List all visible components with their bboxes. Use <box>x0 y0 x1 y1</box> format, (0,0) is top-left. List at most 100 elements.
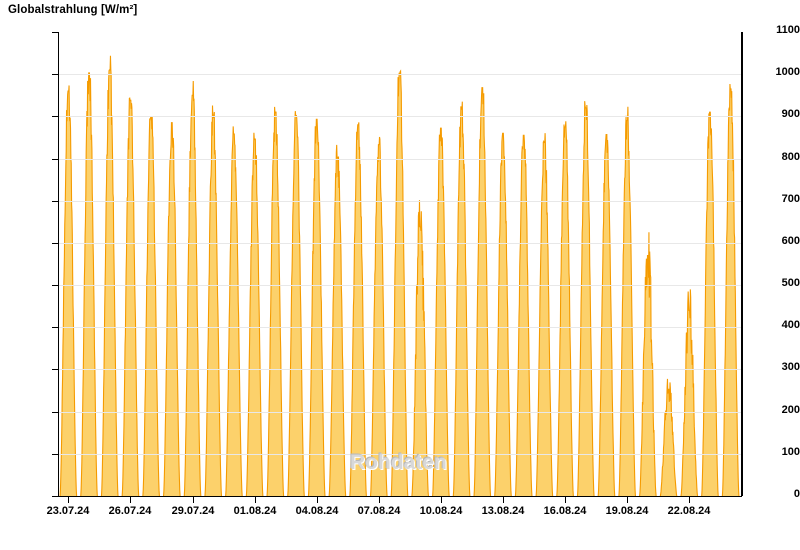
daily-radiation-area <box>453 101 470 496</box>
daily-radiation-line <box>183 80 202 496</box>
x-axis-tick <box>441 497 442 503</box>
grid-line <box>58 453 741 455</box>
y-axis-tick-label: 1100 <box>776 24 800 36</box>
daily-radiation-line <box>494 132 512 496</box>
daily-radiation-line <box>556 121 574 496</box>
daily-radiation-area <box>308 119 325 496</box>
daily-radiation-line <box>390 69 409 496</box>
y-axis-tick <box>52 158 58 160</box>
y-axis-tick-label: 200 <box>781 403 800 416</box>
daily-radiation-line <box>432 127 450 496</box>
grid-line <box>58 116 741 118</box>
y-axis-tick-label: 1000 <box>775 66 800 79</box>
daily-radiation-area <box>349 122 367 496</box>
daily-radiation-area <box>432 128 450 496</box>
daily-radiation-area <box>60 85 77 496</box>
y-axis-tick <box>52 411 58 413</box>
x-axis-tick <box>379 497 380 503</box>
daily-radiation-area <box>639 232 657 496</box>
daily-radiation-line <box>80 72 98 496</box>
daily-radiation-area <box>411 200 429 496</box>
y-axis-tick-label: 800 <box>781 150 800 163</box>
y-axis-tick-label: 900 <box>781 108 800 121</box>
x-axis-tick-label: 29.07.24 <box>171 505 215 517</box>
daily-radiation-area <box>598 134 615 496</box>
daily-radiation-area <box>184 80 201 496</box>
daily-radiation-line <box>59 85 78 496</box>
daily-radiation-line <box>100 55 119 496</box>
x-axis-tick <box>627 497 628 503</box>
daily-radiation-line <box>287 111 305 496</box>
plot-area <box>58 32 741 496</box>
daily-radiation-area <box>246 132 263 496</box>
radiation-area-series <box>59 55 740 496</box>
daily-radiation-area <box>329 144 346 496</box>
daily-radiation-line <box>204 105 223 496</box>
daily-radiation-line <box>121 97 140 496</box>
y-axis-tick <box>52 369 58 371</box>
x-axis-tick-label: 07.08.24 <box>357 505 401 517</box>
y-axis-tick <box>52 116 58 118</box>
x-axis-tick-label: 23.07.24 <box>46 505 90 517</box>
grid-line <box>58 411 741 413</box>
x-axis-tick-label: 22.08.24 <box>667 505 711 517</box>
x-axis-tick-label: 19.08.24 <box>605 505 649 517</box>
daily-radiation-line <box>618 106 636 496</box>
daily-radiation-line <box>307 118 326 496</box>
y-axis-tick-label: 600 <box>781 234 800 247</box>
x-axis-tick-label: 26.07.24 <box>108 505 152 517</box>
daily-radiation-area <box>370 136 388 496</box>
grid-line <box>58 369 741 371</box>
plot-right-border <box>741 32 743 496</box>
daily-radiation-area <box>391 70 408 496</box>
x-axis-tick <box>68 497 69 503</box>
daily-radiation-line <box>659 378 678 496</box>
daily-radiation-area <box>515 135 532 496</box>
daily-radiation-area <box>474 87 491 496</box>
y-axis-line <box>58 32 59 496</box>
grid-line <box>58 327 741 329</box>
y-axis-tick-label: 400 <box>781 319 800 332</box>
daily-radiation-line <box>680 289 699 496</box>
daily-radiation-area <box>142 116 160 496</box>
daily-radiation-line <box>721 83 740 496</box>
daily-radiation-area <box>660 378 677 496</box>
daily-radiation-area <box>701 112 719 496</box>
daily-radiation-area <box>556 121 574 496</box>
y-axis-tick-label: 0 <box>793 488 800 500</box>
x-axis-tick-label: 13.08.24 <box>481 505 525 517</box>
daily-radiation-line <box>163 122 181 496</box>
x-axis-tick <box>565 497 566 503</box>
x-axis-tick <box>689 497 690 503</box>
x-axis-tick <box>503 497 504 503</box>
daily-radiation-area <box>287 111 305 496</box>
daily-radiation-area <box>163 122 181 496</box>
daily-radiation-area <box>80 72 98 496</box>
grid-line <box>58 74 741 76</box>
daily-radiation-area <box>618 106 636 496</box>
grid-line <box>58 200 741 202</box>
daily-radiation-line <box>411 200 430 496</box>
x-axis-tick-label: 04.08.24 <box>295 505 339 517</box>
grid-line <box>58 242 741 244</box>
y-axis-tick <box>52 496 58 497</box>
daily-radiation-area <box>494 133 512 496</box>
y-axis-tick <box>52 74 58 76</box>
x-axis-tick-label: 10.08.24 <box>419 505 463 517</box>
daily-radiation-area <box>680 289 698 496</box>
x-axis-tick <box>255 497 256 503</box>
daily-radiation-area <box>536 133 553 496</box>
daily-radiation-line <box>473 87 492 496</box>
daily-radiation-area <box>722 84 739 496</box>
chart-title: Globalstrahlung [W/m²] <box>8 4 138 16</box>
daily-radiation-area <box>204 105 222 496</box>
daily-radiation-area <box>225 126 243 496</box>
daily-radiation-area <box>101 55 119 496</box>
y-axis-tick-label: 700 <box>781 192 800 205</box>
x-axis-tick <box>130 497 131 503</box>
daily-radiation-area <box>267 106 284 496</box>
y-axis-tick <box>52 453 58 455</box>
y-axis-tick <box>52 32 58 33</box>
x-axis-tick <box>317 497 318 503</box>
